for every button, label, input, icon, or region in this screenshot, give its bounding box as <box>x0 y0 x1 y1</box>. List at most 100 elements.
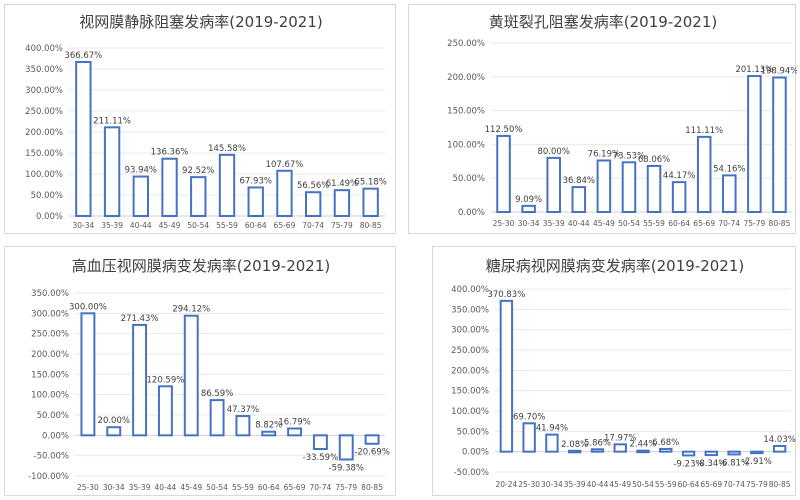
y-tick-label: 250.00% <box>25 107 63 117</box>
x-tick-label: 80-85 <box>769 219 791 228</box>
bar <box>157 385 173 437</box>
bar <box>521 204 536 214</box>
y-tick-label: 400.00% <box>451 285 489 295</box>
y-tick-label: 50.00% <box>457 427 489 437</box>
x-tick-label: 40-44 <box>130 221 152 230</box>
y-tick-label: -50.00% <box>454 468 489 478</box>
x-tick-label: 30-34 <box>72 221 94 230</box>
data-label: 6.68% <box>652 438 679 448</box>
x-tick-label: 35-39 <box>101 221 123 230</box>
data-label: 41.94% <box>536 424 568 434</box>
chart-title: 视网膜静脉阻塞发病率(2019-2021) <box>79 13 322 31</box>
bar <box>80 312 96 437</box>
y-tick-label: 200.00% <box>447 73 485 83</box>
data-label: 54.16% <box>713 164 745 174</box>
data-label: 65.18% <box>354 178 386 188</box>
bar <box>772 444 787 453</box>
bar <box>613 443 627 453</box>
bar <box>545 433 559 453</box>
x-tick-label: 40-44 <box>568 219 590 228</box>
bar <box>704 450 719 457</box>
data-label: 68.06% <box>638 155 670 165</box>
y-tick-label: 100.00% <box>31 391 69 401</box>
data-label: -9.23% <box>673 459 703 469</box>
data-label: 112.50% <box>485 125 523 135</box>
chart-panel-rvo: 视网膜静脉阻塞发病率(2019-2021) 0.00% 50.00% 100.00% 1… <box>4 4 396 234</box>
x-tick-label: 45-49 <box>609 480 631 489</box>
data-label: 370.83% <box>487 290 525 300</box>
y-tick-label: 200.00% <box>25 128 63 138</box>
x-tick-label: 30-34 <box>518 219 540 228</box>
chart-panel-hypertensive: 高血压视网膜病变发病率(2019-2021) -100.00% -50.00% 0.0… <box>4 246 396 496</box>
bar <box>247 186 264 218</box>
data-label: 201.13% <box>735 65 773 75</box>
bar <box>312 434 328 450</box>
bar <box>671 181 687 214</box>
x-tick-label: 80-85 <box>769 480 791 489</box>
data-label: 198.94% <box>761 67 797 77</box>
data-label: 44.17% <box>663 171 695 181</box>
bar <box>546 156 561 213</box>
data-label: 17.97% <box>604 433 636 443</box>
y-tick-label: 150.00% <box>25 149 63 159</box>
bar <box>722 174 737 213</box>
bar <box>287 427 303 437</box>
data-label: -8.34% <box>696 459 726 469</box>
x-tick-label: 20-24 <box>495 480 517 489</box>
bar <box>132 323 148 437</box>
data-label: 271.43% <box>121 314 159 324</box>
y-tick-label: 0.00% <box>462 448 489 458</box>
data-label: 20.00% <box>98 416 130 426</box>
bar <box>132 175 150 217</box>
bar <box>106 426 122 437</box>
data-label: 73.53% <box>613 151 645 161</box>
y-tick-label: 50.00% <box>31 191 63 201</box>
x-tick-label: 35-39 <box>129 483 151 492</box>
x-tick-label: 65-69 <box>284 483 306 492</box>
x-tick-label: 50-54 <box>618 219 640 228</box>
data-label: 61.49% <box>326 179 358 189</box>
x-tick-label: 70-74 <box>310 483 332 492</box>
y-tick-label: 300.00% <box>25 86 63 96</box>
x-tick-label: 70-74 <box>718 219 740 228</box>
data-label: 47.37% <box>227 405 259 415</box>
chart-diabetic: 糖尿病视网膜病变发病率(2019-2021) -50.00% 0.00% 50.00%… <box>451 257 796 489</box>
data-label: -33.59% <box>303 453 338 463</box>
y-tick-label: 100.00% <box>25 170 63 180</box>
x-tick-label: 55-59 <box>216 221 238 230</box>
bar <box>364 434 380 445</box>
data-label: 211.11% <box>93 116 131 126</box>
x-tick-label: 70-74 <box>723 480 745 489</box>
x-tick-label: 55-59 <box>655 480 677 489</box>
x-tick-label: 60-64 <box>678 480 700 489</box>
bar <box>571 186 587 213</box>
x-tick-label: 60-64 <box>258 483 280 492</box>
bar <box>646 164 662 213</box>
data-label: -6.81% <box>719 458 749 468</box>
x-tick-label: 35-39 <box>543 219 565 228</box>
bar <box>305 191 322 217</box>
y-tick-label: 250.00% <box>31 330 69 340</box>
bar <box>183 314 199 437</box>
data-label: 2.44% <box>629 440 656 450</box>
chart-title: 黄斑裂孔阻塞发病率(2019-2021) <box>489 13 717 31</box>
bar <box>621 161 637 213</box>
x-tick-label: 60-64 <box>668 219 690 228</box>
y-tick-label: 0.00% <box>458 208 485 218</box>
data-label: 294.12% <box>172 305 210 315</box>
data-label: 56.56% <box>297 181 329 191</box>
bar <box>261 430 277 437</box>
data-label: -2.91% <box>742 457 772 467</box>
x-tick-label: 45-49 <box>593 219 615 228</box>
data-label: 69.70% <box>513 412 545 422</box>
bar <box>727 450 741 456</box>
data-label: 366.67% <box>64 51 102 61</box>
data-label: 14.03% <box>763 435 795 445</box>
data-label: -20.69% <box>354 448 389 458</box>
x-tick-label: 80-85 <box>360 221 382 230</box>
data-label: 92.52% <box>182 166 214 176</box>
data-label: 67.93% <box>240 176 272 186</box>
y-tick-label: -50.00% <box>34 452 69 462</box>
y-tick-label: 150.00% <box>447 107 485 117</box>
bar <box>747 75 762 213</box>
